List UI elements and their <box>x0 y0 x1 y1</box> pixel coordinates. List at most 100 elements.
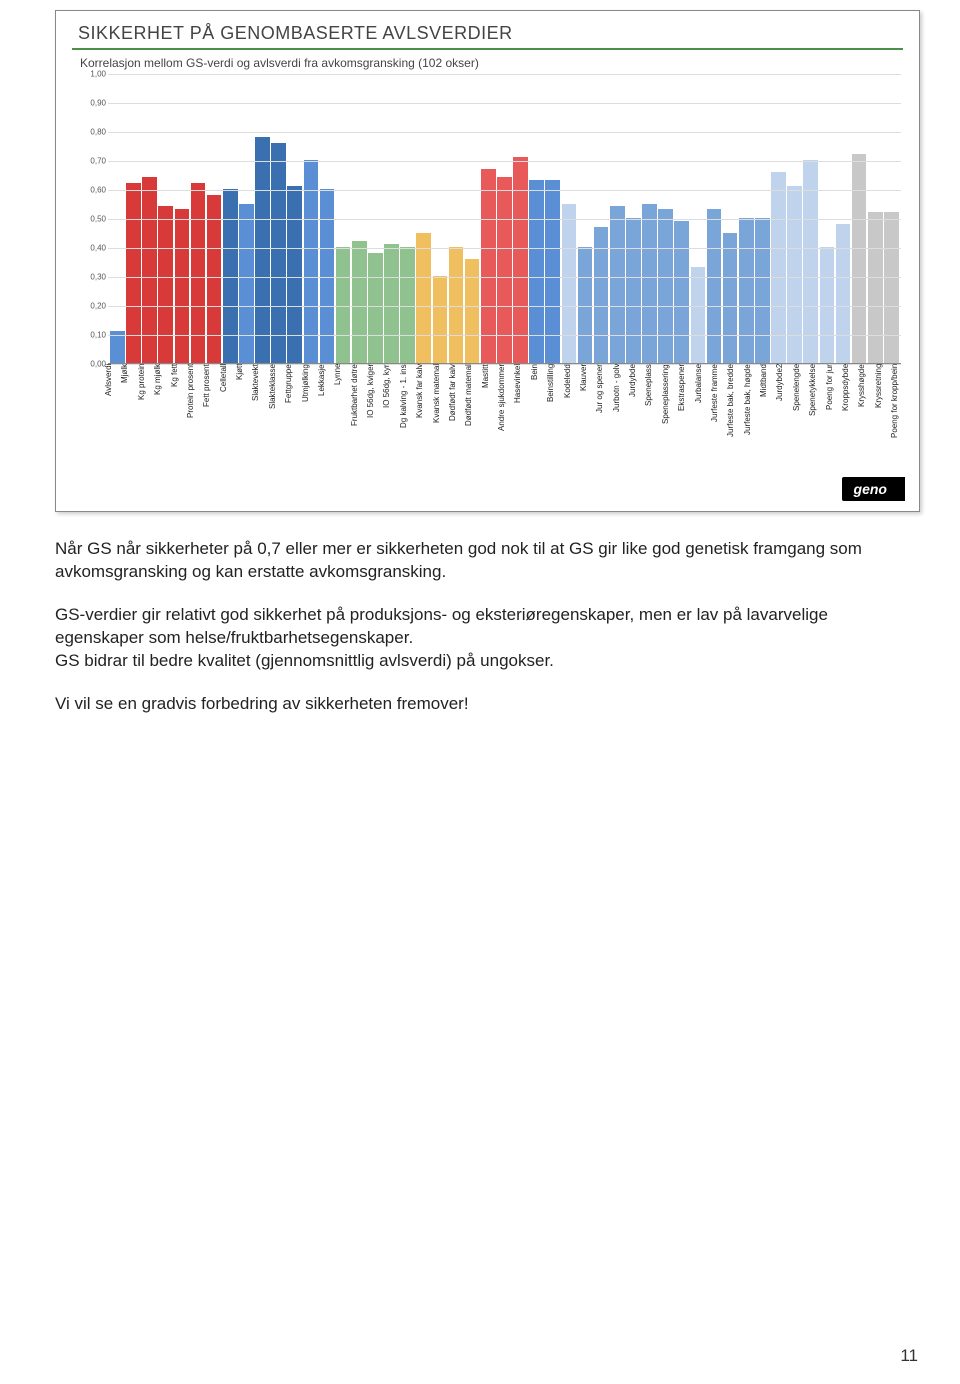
x-tick-label: Beinstilling <box>546 364 561 484</box>
x-tick-label: Dg kalving - 1. ins <box>399 364 414 484</box>
chart-bar <box>674 221 689 363</box>
x-tick-label: Dødfødt far kalv <box>448 364 463 484</box>
chart-bar <box>433 276 448 363</box>
chart-bar <box>820 247 835 363</box>
y-gridline <box>108 161 901 162</box>
slide-frame: SIKKERHET PÅ GENOMBASERTE AVLSVERDIER Ko… <box>55 10 920 512</box>
y-gridline <box>108 103 901 104</box>
chart-bar <box>320 189 335 363</box>
x-tick-label: Speneplassering <box>661 364 676 484</box>
x-tick-label: Spenelengde <box>792 364 807 484</box>
paragraph-1: Når GS når sikkerheter på 0,7 eller mer … <box>55 538 912 584</box>
chart-bar <box>465 259 480 363</box>
x-tick-label: Slakteklasse <box>268 364 283 484</box>
x-tick-label: Fett prosent <box>202 364 217 484</box>
x-tick-label: Kryssretning <box>874 364 889 484</box>
x-tick-label: Kvansk far kalv <box>415 364 430 484</box>
chart-bar <box>400 247 415 363</box>
x-tick-label: Protein prosent <box>186 364 201 484</box>
title-rule <box>72 48 903 50</box>
x-tick-label: Utmjølking <box>301 364 316 484</box>
y-gridline <box>108 74 901 75</box>
x-tick-label: Fettgruppe <box>284 364 299 484</box>
chart-bar <box>562 204 577 364</box>
chart-bar <box>126 183 141 363</box>
x-tick-label: Jurbalanse <box>694 364 709 484</box>
chart-bar <box>175 209 190 363</box>
y-tick-label: 0,50 <box>90 215 106 224</box>
y-tick-label: 1,00 <box>90 70 106 79</box>
x-axis-labels: AvlsverdiMjølkKg proteinKg mjølkKg fettP… <box>102 364 907 484</box>
x-tick-label: Midtband <box>759 364 774 484</box>
x-tick-label: Kjøtt <box>235 364 250 484</box>
chart-bar <box>578 247 593 363</box>
slide-title: SIKKERHET PÅ GENOMBASERTE AVLSVERDIER <box>78 23 907 44</box>
x-tick-label: Jurdybde2 <box>775 364 790 484</box>
x-tick-label: Slaktevekt <box>251 364 266 484</box>
x-tick-label: Kg fett <box>170 364 185 484</box>
chart-bar <box>868 212 883 363</box>
x-tick-label: Andre sjukdommer <box>497 364 512 484</box>
chart-bar <box>739 218 754 363</box>
chart-bar <box>787 186 802 363</box>
chart-bar <box>271 143 286 363</box>
x-tick-label: Spenetykkelse <box>808 364 823 484</box>
y-axis: 0,000,100,200,300,400,500,600,700,800,90… <box>74 74 108 364</box>
chart-bar <box>852 154 867 363</box>
chart-bar <box>416 233 431 364</box>
chart-bar <box>368 253 383 363</box>
paragraph-2: GS-verdier gir relativt god sikkerhet på… <box>55 605 828 647</box>
y-tick-label: 0,40 <box>90 244 106 253</box>
chart-bar <box>723 233 738 364</box>
x-tick-label: IO 56dg, kviger <box>366 364 381 484</box>
x-tick-label: Poeng for kropp/bein <box>890 364 905 484</box>
x-tick-label: Fruktbarhet døtre <box>350 364 365 484</box>
y-gridline <box>108 190 901 191</box>
y-tick-label: 0,60 <box>90 186 106 195</box>
slide-subtitle: Korrelasjon mellom GS-verdi og avlsverdi… <box>80 56 907 70</box>
x-tick-label: Jurbotn - golv <box>612 364 627 484</box>
x-tick-label: Hasevinkel <box>513 364 528 484</box>
x-tick-label: Bein <box>530 364 545 484</box>
body-text: Når GS når sikkerheter på 0,7 eller mer … <box>55 538 912 716</box>
chart-bar <box>481 169 496 363</box>
chart-bar <box>626 218 641 363</box>
x-tick-label: Jurfeste bak, bredde <box>726 364 741 484</box>
y-tick-label: 0,80 <box>90 128 106 137</box>
chart-bar <box>449 247 464 363</box>
chart-area: 0,000,100,200,300,400,500,600,700,800,90… <box>74 74 901 364</box>
chart-bar <box>691 267 706 363</box>
paragraph-2-3: GS-verdier gir relativt god sikkerhet på… <box>55 604 912 673</box>
x-tick-label: IO 56dg, kyr <box>382 364 397 484</box>
chart-bar <box>610 206 625 363</box>
y-tick-label: 0,30 <box>90 273 106 282</box>
x-tick-label: Jurfeste bak, høgde <box>743 364 758 484</box>
x-tick-label: Jurdybde <box>628 364 643 484</box>
chart-bar <box>352 241 367 363</box>
chart-bar <box>384 244 399 363</box>
chart-bar <box>191 183 206 363</box>
chart-bar <box>884 212 899 363</box>
y-gridline <box>108 335 901 336</box>
y-tick-label: 0,90 <box>90 99 106 108</box>
x-tick-label: Kodeledd <box>563 364 578 484</box>
paragraph-4: Vi vil se en gradvis forbedring av sikke… <box>55 693 912 716</box>
chart-bar <box>658 209 673 363</box>
chart-bar <box>287 186 302 363</box>
x-tick-label: Jurfeste framme <box>710 364 725 484</box>
x-tick-label: Mastitt <box>481 364 496 484</box>
x-tick-label: Celletall <box>219 364 234 484</box>
x-tick-label: Jur og spener <box>595 364 610 484</box>
x-tick-label: Kg mjølk <box>153 364 168 484</box>
chart-bar <box>755 218 770 363</box>
x-tick-label: Poeng for jur <box>825 364 840 484</box>
chart-bar <box>255 137 270 363</box>
x-tick-label: Dødfødt matemal <box>464 364 479 484</box>
y-tick-label: 0,70 <box>90 157 106 166</box>
geno-logo: geno <box>842 477 905 501</box>
chart-bar <box>336 247 351 363</box>
chart-bar <box>707 209 722 363</box>
y-tick-label: 0,20 <box>90 302 106 311</box>
x-tick-label: Kg protein <box>137 364 152 484</box>
x-tick-label: Ekstraspener <box>677 364 692 484</box>
